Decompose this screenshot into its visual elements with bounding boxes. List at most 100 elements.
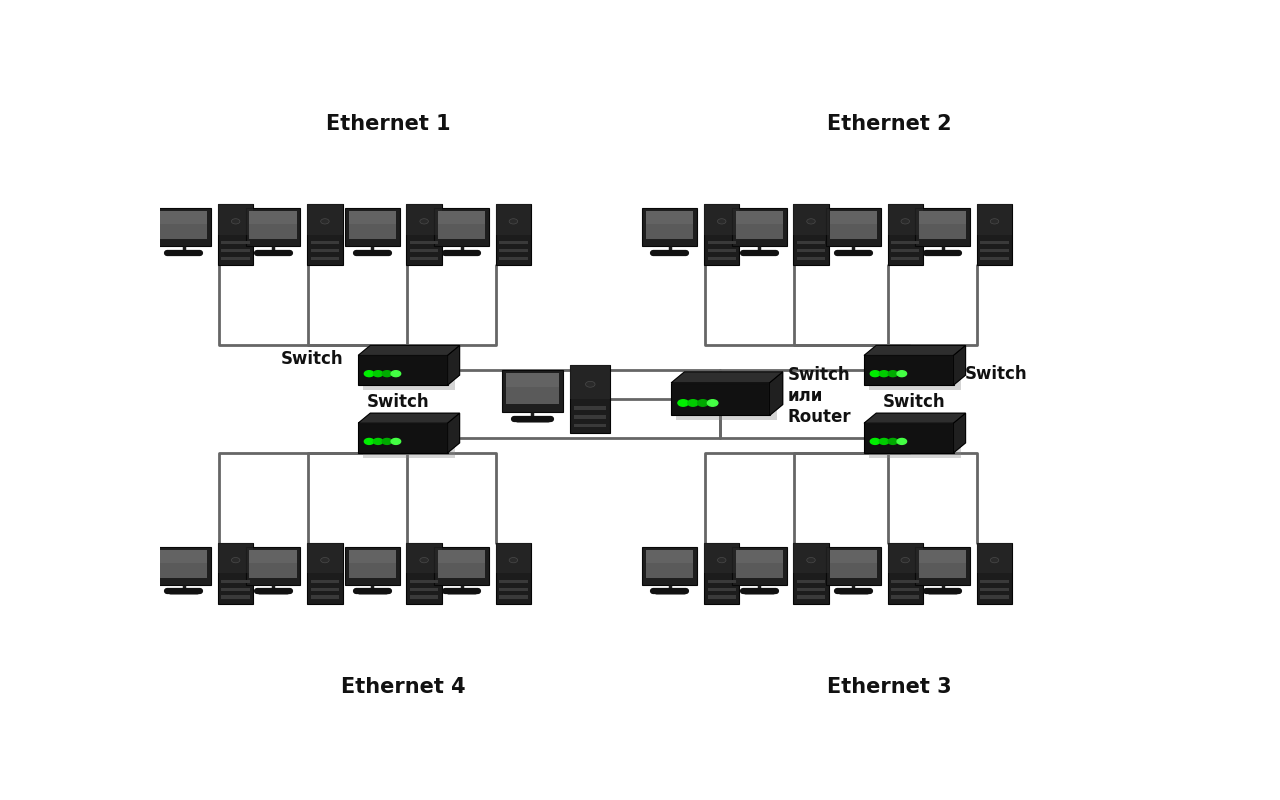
FancyBboxPatch shape bbox=[980, 595, 1009, 598]
Circle shape bbox=[585, 382, 595, 387]
Circle shape bbox=[870, 370, 879, 377]
FancyBboxPatch shape bbox=[794, 543, 828, 574]
Polygon shape bbox=[448, 414, 460, 453]
Circle shape bbox=[420, 558, 429, 562]
FancyBboxPatch shape bbox=[797, 249, 826, 252]
FancyBboxPatch shape bbox=[980, 587, 1009, 591]
Circle shape bbox=[897, 370, 906, 377]
FancyBboxPatch shape bbox=[434, 208, 489, 246]
FancyBboxPatch shape bbox=[250, 211, 297, 224]
FancyBboxPatch shape bbox=[864, 423, 954, 453]
FancyBboxPatch shape bbox=[732, 208, 786, 246]
FancyBboxPatch shape bbox=[736, 550, 782, 562]
Circle shape bbox=[698, 400, 708, 406]
Polygon shape bbox=[769, 372, 782, 415]
Text: Switch
или
Router: Switch или Router bbox=[788, 366, 851, 426]
FancyBboxPatch shape bbox=[499, 249, 527, 252]
FancyBboxPatch shape bbox=[977, 205, 1012, 234]
FancyBboxPatch shape bbox=[829, 550, 877, 562]
FancyBboxPatch shape bbox=[160, 550, 207, 578]
FancyBboxPatch shape bbox=[307, 205, 343, 234]
FancyBboxPatch shape bbox=[797, 587, 826, 591]
FancyBboxPatch shape bbox=[797, 241, 826, 244]
FancyBboxPatch shape bbox=[438, 550, 485, 578]
Circle shape bbox=[806, 218, 815, 224]
Circle shape bbox=[888, 438, 897, 444]
FancyBboxPatch shape bbox=[307, 543, 343, 574]
FancyBboxPatch shape bbox=[891, 249, 919, 252]
FancyBboxPatch shape bbox=[887, 205, 923, 234]
Polygon shape bbox=[864, 414, 965, 423]
FancyBboxPatch shape bbox=[246, 208, 301, 246]
Circle shape bbox=[991, 218, 998, 224]
FancyBboxPatch shape bbox=[307, 205, 343, 265]
FancyBboxPatch shape bbox=[307, 543, 343, 603]
FancyBboxPatch shape bbox=[160, 550, 207, 562]
Circle shape bbox=[321, 218, 329, 224]
Circle shape bbox=[806, 558, 815, 562]
Text: Ethernet 4: Ethernet 4 bbox=[340, 678, 466, 698]
FancyBboxPatch shape bbox=[887, 543, 923, 603]
FancyBboxPatch shape bbox=[506, 373, 558, 404]
Circle shape bbox=[420, 218, 429, 224]
FancyBboxPatch shape bbox=[646, 211, 694, 224]
Text: Switch: Switch bbox=[883, 393, 945, 410]
FancyBboxPatch shape bbox=[794, 205, 828, 234]
Circle shape bbox=[392, 370, 401, 377]
FancyBboxPatch shape bbox=[364, 360, 454, 390]
FancyBboxPatch shape bbox=[495, 205, 531, 234]
FancyBboxPatch shape bbox=[708, 257, 736, 260]
FancyBboxPatch shape bbox=[797, 580, 826, 583]
Circle shape bbox=[392, 438, 401, 444]
FancyBboxPatch shape bbox=[250, 211, 297, 239]
FancyBboxPatch shape bbox=[438, 550, 485, 562]
FancyBboxPatch shape bbox=[829, 211, 877, 224]
FancyBboxPatch shape bbox=[221, 241, 250, 244]
Text: Switch: Switch bbox=[367, 393, 429, 410]
FancyBboxPatch shape bbox=[348, 211, 396, 239]
FancyBboxPatch shape bbox=[980, 257, 1009, 260]
FancyBboxPatch shape bbox=[980, 241, 1009, 244]
FancyBboxPatch shape bbox=[364, 428, 454, 458]
FancyBboxPatch shape bbox=[407, 205, 442, 234]
FancyBboxPatch shape bbox=[410, 249, 438, 252]
FancyBboxPatch shape bbox=[732, 547, 786, 585]
FancyBboxPatch shape bbox=[571, 366, 611, 399]
FancyBboxPatch shape bbox=[156, 208, 211, 246]
FancyBboxPatch shape bbox=[344, 547, 399, 585]
FancyBboxPatch shape bbox=[794, 205, 828, 265]
FancyBboxPatch shape bbox=[499, 257, 527, 260]
FancyBboxPatch shape bbox=[571, 366, 611, 433]
Text: Ethernet 3: Ethernet 3 bbox=[827, 678, 951, 698]
FancyBboxPatch shape bbox=[704, 543, 740, 603]
FancyBboxPatch shape bbox=[977, 543, 1012, 603]
Text: Switch: Switch bbox=[280, 350, 343, 368]
FancyBboxPatch shape bbox=[826, 547, 881, 585]
FancyBboxPatch shape bbox=[311, 257, 339, 260]
FancyBboxPatch shape bbox=[891, 595, 919, 598]
FancyBboxPatch shape bbox=[575, 406, 607, 410]
FancyBboxPatch shape bbox=[221, 595, 250, 598]
FancyBboxPatch shape bbox=[736, 550, 782, 578]
FancyBboxPatch shape bbox=[311, 580, 339, 583]
Polygon shape bbox=[358, 346, 460, 355]
Polygon shape bbox=[448, 346, 460, 385]
FancyBboxPatch shape bbox=[643, 547, 698, 585]
FancyBboxPatch shape bbox=[891, 587, 919, 591]
FancyBboxPatch shape bbox=[499, 595, 527, 598]
Circle shape bbox=[383, 438, 392, 444]
Circle shape bbox=[687, 400, 698, 406]
FancyBboxPatch shape bbox=[221, 257, 250, 260]
Circle shape bbox=[365, 438, 374, 444]
FancyBboxPatch shape bbox=[704, 543, 740, 574]
FancyBboxPatch shape bbox=[348, 211, 396, 224]
Circle shape bbox=[718, 218, 726, 224]
FancyBboxPatch shape bbox=[643, 208, 698, 246]
Circle shape bbox=[383, 370, 392, 377]
FancyBboxPatch shape bbox=[407, 543, 442, 603]
FancyBboxPatch shape bbox=[160, 211, 207, 239]
FancyBboxPatch shape bbox=[410, 580, 438, 583]
FancyBboxPatch shape bbox=[160, 211, 207, 224]
FancyBboxPatch shape bbox=[250, 550, 297, 562]
FancyBboxPatch shape bbox=[221, 580, 250, 583]
